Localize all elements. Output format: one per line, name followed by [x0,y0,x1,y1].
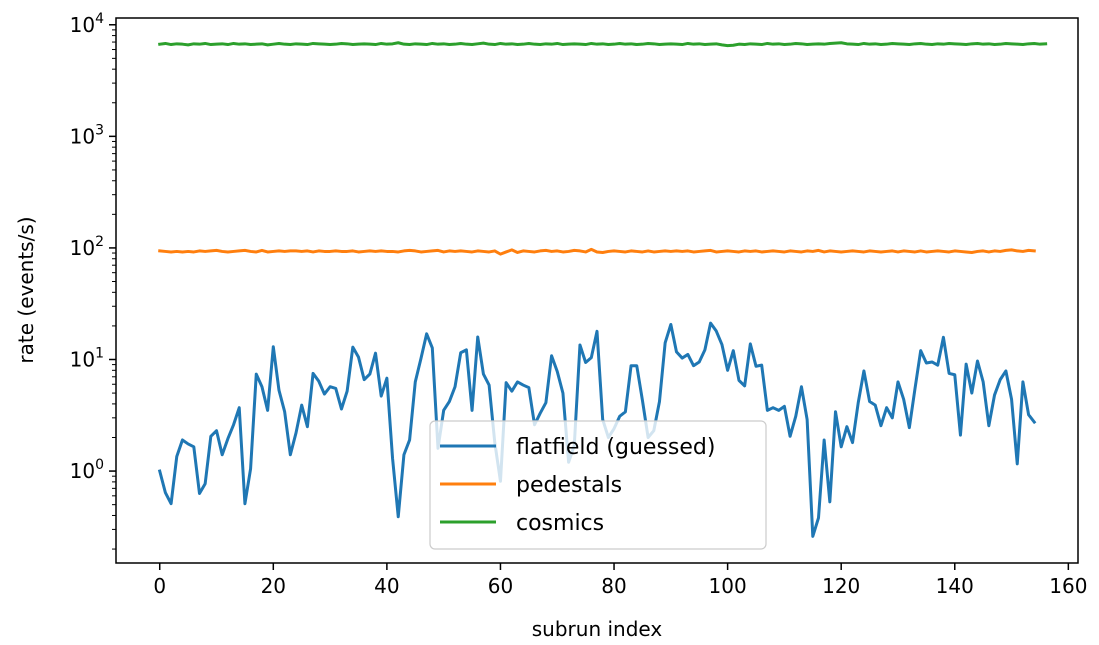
y-axis-label: rate (events/s) [14,216,38,363]
y-tick-label: 104 [70,11,104,37]
plot-frame [115,17,1079,564]
legend: flatfield (guessed) pedestals cosmics [429,420,767,550]
x-tick-label: 80 [601,574,626,598]
x-tick-label: 20 [261,574,286,598]
y-tick-label: 103 [70,122,104,148]
x-tick-label: 120 [822,574,860,598]
series-line-cosmics [158,41,1048,48]
y-tick-label: 102 [70,234,104,260]
legend-label: pedestals [516,473,622,498]
x-axis-label: subrun index [532,617,663,641]
x-tick-label: 160 [1049,574,1087,598]
x-tick-label: 140 [936,574,974,598]
series-line-flatfield-guessed [157,321,1037,538]
series-line-pedestals [158,247,1036,256]
y-tick-label: 101 [70,345,104,371]
x-axis: 0 20 40 60 80 100 120 140 160 [153,563,1087,598]
x-tick-label: 0 [153,574,166,598]
y-tick-label: 100 [70,457,104,483]
x-tick-label: 60 [488,574,513,598]
y-axis: 100 101 102 103 104 [70,11,116,550]
legend-label: cosmics [516,511,604,536]
legend-label: flatfield (guessed) [516,435,715,460]
series-layer [157,41,1048,538]
x-tick-label: 100 [709,574,747,598]
legend-box [429,420,767,550]
x-tick-label: 40 [374,574,399,598]
